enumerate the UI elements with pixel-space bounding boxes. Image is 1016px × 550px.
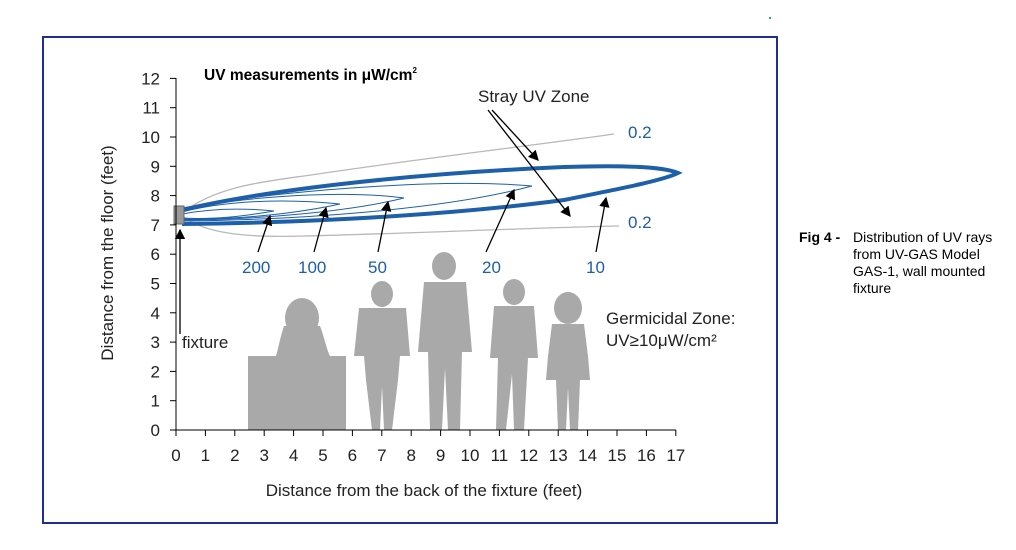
contour-10 [181,164,683,226]
y-tick-label: 6 [151,245,160,264]
person-silhouette-1 [354,281,410,430]
corner-mark [769,17,771,19]
x-tick-label: 16 [637,446,656,465]
x-tick-label: 5 [318,446,327,465]
contour-200 [181,208,275,220]
y-tick-label: 11 [142,99,160,118]
contour-100 [181,200,341,220]
x-tick-label: 2 [230,446,239,465]
contour-label-200: 200 [242,258,270,277]
y-tick-label: 2 [151,362,160,381]
y-tick-label: 10 [141,128,160,147]
x-tick-label: 11 [491,446,509,465]
person-silhouette-3 [490,279,538,430]
y-tick-label: 9 [151,157,160,176]
germicidal-label-line1: Germicidal Zone: [606,309,735,328]
x-tick-label: 13 [549,446,568,465]
germicidal-label-line2: UV≥10μW/cm² [606,331,717,350]
x-tick-label: 9 [436,446,445,465]
x-tick-label: 0 [171,446,180,465]
x-tick-label: 14 [578,446,597,465]
contour-arrow-10 [595,196,610,253]
stray-value-lower: 0.2 [628,213,652,232]
desk-person-silhouette [248,298,346,430]
y-tick-label: 3 [151,333,160,352]
x-tick-label: 4 [289,446,298,465]
stray-arrow-lower [487,109,571,218]
contour-50 [181,193,405,221]
x-tick-label: 1 [201,446,210,465]
x-axis-ticks: 0 1 2 3 4 5 6 7 8 9 10 11 12 13 14 15 16 17 [171,430,685,465]
y-axis-title: Distance from the floor (feet) [98,145,117,360]
stray-zone-lower-curve [181,215,620,238]
y-tick-label: 4 [151,304,160,323]
y-tick-label: 7 [151,216,160,235]
contour-label-20: 20 [482,258,501,277]
x-tick-label: 12 [519,446,538,465]
stray-value-upper: 0.2 [628,123,652,142]
person-silhouette-4 [546,292,590,430]
stray-zone-label: Stray UV Zone [478,87,590,106]
figure-frame: fixture 0 1 2 3 4 5 6 7 8 9 10 11 12 0 1 2 3 4 5 6 7 8 9 10 11 1… [42,36,778,524]
stray-arrow-upper [491,109,539,161]
figure-title: UV measurements in μW/cm2 [204,66,417,84]
y-tick-label: 1 [151,392,160,411]
x-tick-label: 15 [608,446,627,465]
x-tick-label: 17 [666,446,685,465]
x-tick-label: 3 [259,446,268,465]
contour-arrow-200 [257,214,273,253]
fixture-box [173,205,185,225]
contour-arrow-100 [313,206,329,253]
person-silhouette-2 [418,252,472,430]
contour-20 [181,182,533,222]
contour-label-100: 100 [298,258,326,277]
contour-label-10: 10 [586,258,605,277]
x-tick-label: 7 [377,446,386,465]
x-tick-label: 6 [348,446,357,465]
contour-label-50: 50 [368,258,387,277]
y-tick-label: 5 [151,275,160,294]
y-tick-label: 8 [151,187,160,206]
caption-label: Fig 4 - [799,229,841,245]
x-tick-label: 10 [461,446,480,465]
y-tick-label: 0 [151,421,160,440]
contour-arrow-20 [485,188,515,253]
x-axis-title: Distance from the back of the fixture (f… [266,481,583,500]
stray-zone-upper-curve [181,133,615,214]
contour-arrow-50 [377,200,392,253]
y-tick-label: 12 [141,69,160,88]
x-tick-label: 8 [406,446,415,465]
caption-text: Distribution of UV rays from UV-GAS Mode… [853,229,993,296]
fixture-label: fixture [182,333,228,352]
